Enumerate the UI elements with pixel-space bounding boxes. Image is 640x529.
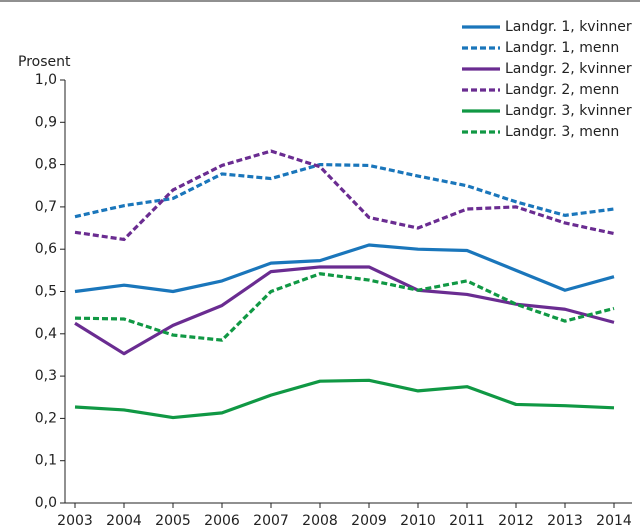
y-tick-label: 0,0 (35, 495, 57, 511)
x-tick-label: 2005 (155, 513, 191, 529)
x-tick-label: 2014 (596, 513, 632, 529)
legend-label: Landgr. 2, kvinner (505, 61, 632, 77)
y-tick-label: 0,5 (35, 284, 57, 300)
legend-label: Landgr. 3, menn (505, 124, 619, 140)
x-tick-label: 2009 (351, 513, 387, 529)
y-tick-label: 1,0 (35, 72, 57, 88)
legend-label: Landgr. 1, menn (505, 40, 619, 56)
series-line (74, 163, 615, 219)
x-tick-label: 2012 (498, 513, 534, 529)
y-tick-label: 0,4 (35, 326, 57, 342)
series-line (74, 265, 615, 356)
legend-label: Landgr. 2, menn (505, 82, 619, 98)
y-tick-label: 0,3 (35, 368, 57, 384)
x-tick-label: 2010 (400, 513, 436, 529)
legend-label: Landgr. 3, kvinner (505, 103, 632, 119)
y-tick-label: 0,9 (35, 114, 57, 130)
series-line (74, 243, 615, 294)
x-tick-label: 2004 (106, 513, 142, 529)
x-tick-label: 2013 (547, 513, 583, 529)
legend-label: Landgr. 1, kvinner (505, 19, 632, 35)
x-tick-label: 2011 (449, 513, 485, 529)
x-tick-label: 2006 (204, 513, 240, 529)
x-tick-label: 2003 (57, 513, 93, 529)
series-line (74, 378, 615, 420)
x-tick-label: 2008 (302, 513, 338, 529)
series-line (74, 272, 615, 342)
y-tick-label: 0,7 (35, 199, 57, 215)
x-tick-label: 2007 (253, 513, 289, 529)
y-axis-label: Prosent (18, 54, 71, 70)
y-tick-label: 0,8 (35, 157, 57, 173)
y-tick-label: 0,2 (35, 410, 57, 426)
y-tick-label: 0,1 (35, 453, 57, 469)
y-tick-label: 0,6 (35, 241, 57, 257)
series-line (74, 149, 615, 242)
